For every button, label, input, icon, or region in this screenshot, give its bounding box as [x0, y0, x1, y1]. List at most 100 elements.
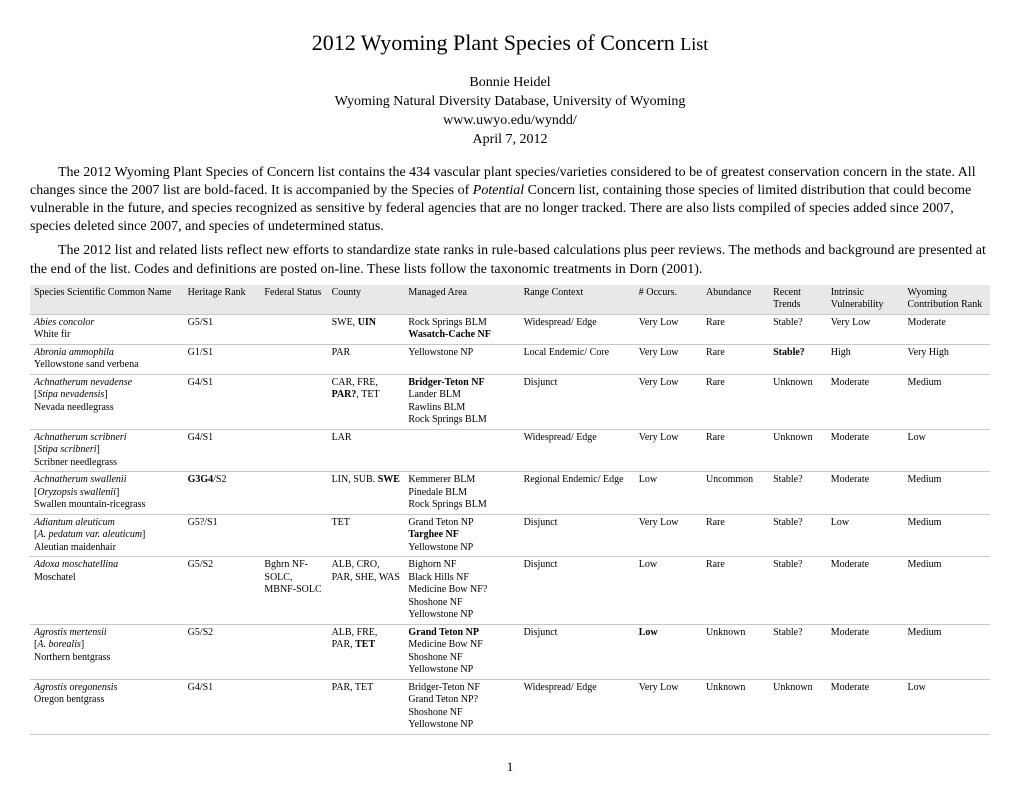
- column-header: Federal Status: [260, 285, 327, 315]
- range-cell: Widespread/ Edge: [520, 429, 635, 472]
- p2-text: The 2012 list and related lists reflect …: [30, 243, 986, 276]
- occurs-cell: Very Low: [635, 679, 702, 734]
- species-cell: Agrostis mertensii[A. borealis]Northern …: [30, 624, 184, 679]
- vulnerability-cell: Moderate: [827, 374, 904, 429]
- occurs-cell: Very Low: [635, 514, 702, 557]
- vulnerability-cell: Moderate: [827, 624, 904, 679]
- occurs-cell: Very Low: [635, 344, 702, 374]
- abundance-cell: Unknown: [702, 679, 769, 734]
- title-main: 2012 Wyoming Plant Species of Concern: [312, 30, 675, 55]
- p1-potential: Potential: [473, 183, 524, 198]
- county-cell: PAR, TET: [328, 679, 405, 734]
- table-row: Achnatherum scribneri[Stipa scribneri]Sc…: [30, 429, 990, 472]
- page-number: 1: [30, 759, 990, 775]
- contribution-cell: Medium: [904, 557, 990, 625]
- column-header: Intrinsic Vulnerability: [827, 285, 904, 315]
- vulnerability-cell: Very Low: [827, 314, 904, 344]
- contribution-cell: Low: [904, 429, 990, 472]
- federal-cell: [260, 314, 327, 344]
- table-header: Species Scientific Common NameHeritage R…: [30, 285, 990, 315]
- range-cell: Disjunct: [520, 557, 635, 625]
- abundance-cell: Rare: [702, 374, 769, 429]
- managed-cell: [404, 429, 519, 472]
- range-cell: Disjunct: [520, 374, 635, 429]
- county-cell: PAR: [328, 344, 405, 374]
- table-body: Abies concolorWhite firG5/S1SWE, UINRock…: [30, 314, 990, 734]
- table-row: Abronia ammophilaYellowstone sand verben…: [30, 344, 990, 374]
- federal-cell: [260, 374, 327, 429]
- managed-cell: Grand Teton NPTarghee NFYellowstone NP: [404, 514, 519, 557]
- trends-cell: Unknown: [769, 374, 827, 429]
- table-row: Achnatherum swallenii[Oryzopsis swalleni…: [30, 472, 990, 515]
- column-header: Heritage Rank: [184, 285, 261, 315]
- county-cell: TET: [328, 514, 405, 557]
- rank-cell: G3G4/S2: [184, 472, 261, 515]
- abundance-cell: Rare: [702, 314, 769, 344]
- range-cell: Disjunct: [520, 514, 635, 557]
- title-suffix: List: [680, 34, 708, 54]
- county-cell: CAR, FRE, PAR?, TET: [328, 374, 405, 429]
- rank-cell: G1/S1: [184, 344, 261, 374]
- managed-cell: Bighorn NFBlack Hills NFMedicine Bow NF?…: [404, 557, 519, 625]
- vulnerability-cell: Moderate: [827, 679, 904, 734]
- species-cell: Achnatherum nevadense[Stipa nevadensis]N…: [30, 374, 184, 429]
- range-cell: Regional Endemic/ Edge: [520, 472, 635, 515]
- rank-cell: G5/S2: [184, 557, 261, 625]
- org-line: Wyoming Natural Diversity Database, Univ…: [335, 94, 686, 109]
- column-header: County: [328, 285, 405, 315]
- federal-cell: [260, 624, 327, 679]
- rank-cell: G4/S1: [184, 429, 261, 472]
- species-table: Species Scientific Common NameHeritage R…: [30, 285, 990, 735]
- species-cell: Agrostis oregonensisOregon bentgrass: [30, 679, 184, 734]
- vulnerability-cell: Low: [827, 514, 904, 557]
- range-cell: Local Endemic/ Core: [520, 344, 635, 374]
- occurs-cell: Low: [635, 557, 702, 625]
- federal-cell: [260, 429, 327, 472]
- managed-cell: Rock Springs BLMWasatch-Cache NF: [404, 314, 519, 344]
- federal-cell: Bghrn NF-SOLC, MBNF-SOLC: [260, 557, 327, 625]
- county-cell: LIN, SUB. SWE: [328, 472, 405, 515]
- federal-cell: [260, 679, 327, 734]
- county-cell: SWE, UIN: [328, 314, 405, 344]
- trends-cell: Stable?: [769, 344, 827, 374]
- occurs-cell: Very Low: [635, 374, 702, 429]
- county-cell: LAR: [328, 429, 405, 472]
- date-line: April 7, 2012: [472, 132, 547, 147]
- federal-cell: [260, 472, 327, 515]
- rank-cell: G5/S1: [184, 314, 261, 344]
- federal-cell: [260, 514, 327, 557]
- abundance-cell: Rare: [702, 514, 769, 557]
- rank-cell: G4/S1: [184, 374, 261, 429]
- abundance-cell: Rare: [702, 344, 769, 374]
- intro-paragraph-1: The 2012 Wyoming Plant Species of Concer…: [30, 164, 990, 237]
- rank-cell: G4/S1: [184, 679, 261, 734]
- column-header: Managed Area: [404, 285, 519, 315]
- managed-cell: Bridger-Teton NFLander BLMRawlins BLMRoc…: [404, 374, 519, 429]
- county-cell: ALB, FRE, PAR, TET: [328, 624, 405, 679]
- species-cell: Adiantum aleuticum[A. pedatum var. aleut…: [30, 514, 184, 557]
- abundance-cell: Uncommon: [702, 472, 769, 515]
- url-line: www.uwyo.edu/wyndd/: [443, 113, 577, 128]
- rank-cell: G5?/S1: [184, 514, 261, 557]
- column-header: Species Scientific Common Name: [30, 285, 184, 315]
- column-header: Recent Trends: [769, 285, 827, 315]
- abundance-cell: Rare: [702, 557, 769, 625]
- occurs-cell: Low: [635, 624, 702, 679]
- trends-cell: Stable?: [769, 624, 827, 679]
- range-cell: Widespread/ Edge: [520, 314, 635, 344]
- table-row: Abies concolorWhite firG5/S1SWE, UINRock…: [30, 314, 990, 344]
- contribution-cell: Moderate: [904, 314, 990, 344]
- table-row: Adiantum aleuticum[A. pedatum var. aleut…: [30, 514, 990, 557]
- document-subheader: Bonnie Heidel Wyoming Natural Diversity …: [30, 74, 990, 150]
- county-cell: ALB, CRO, PAR, SHE, WAS: [328, 557, 405, 625]
- column-header: Wyoming Contribution Rank: [904, 285, 990, 315]
- federal-cell: [260, 344, 327, 374]
- vulnerability-cell: Moderate: [827, 429, 904, 472]
- contribution-cell: Very High: [904, 344, 990, 374]
- intro-paragraph-2: The 2012 list and related lists reflect …: [30, 242, 990, 278]
- trends-cell: Unknown: [769, 429, 827, 472]
- contribution-cell: Medium: [904, 374, 990, 429]
- vulnerability-cell: Moderate: [827, 557, 904, 625]
- occurs-cell: Low: [635, 472, 702, 515]
- page-title: 2012 Wyoming Plant Species of Concern Li…: [30, 30, 990, 56]
